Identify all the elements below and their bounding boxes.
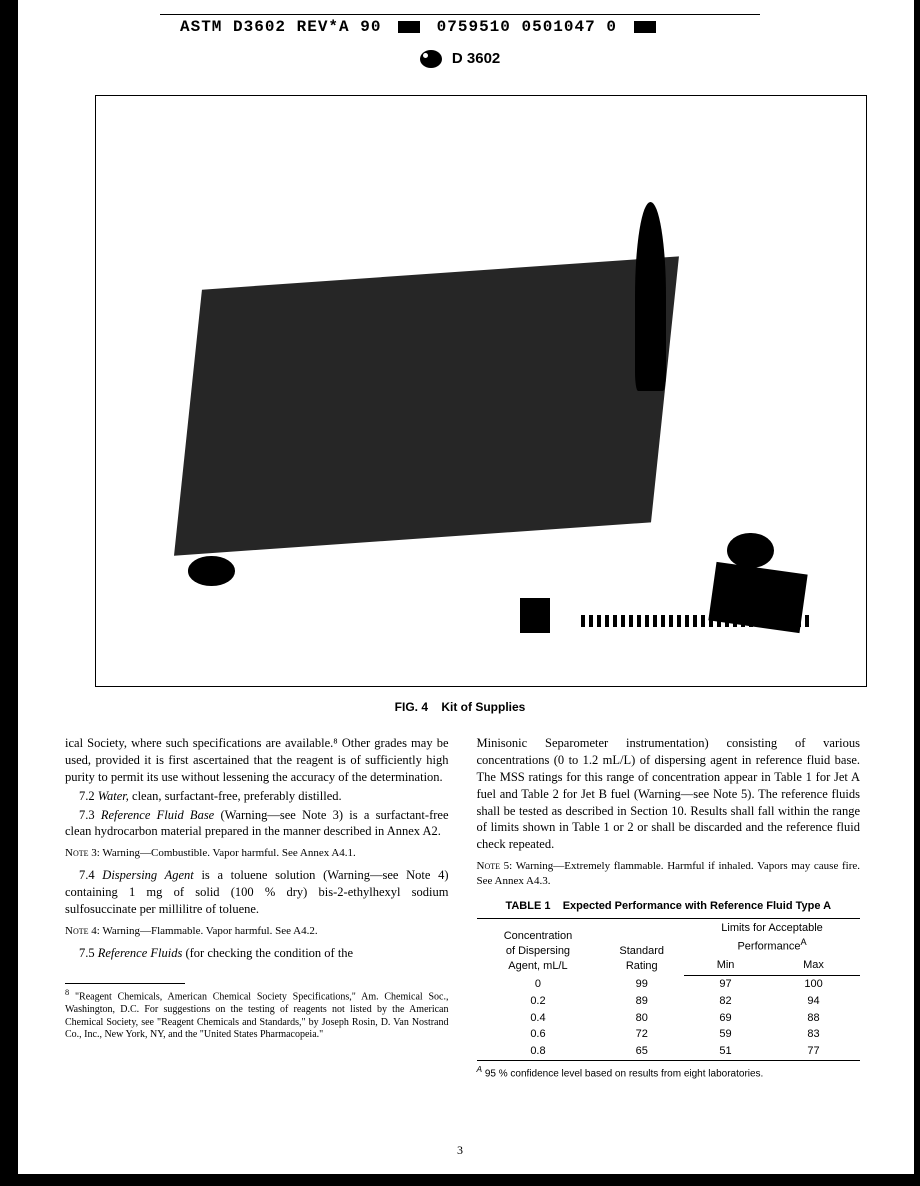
p75-rest: (for checking the condition of the <box>182 946 353 960</box>
para-7-2: 7.2 Water, clean, surfactant-free, prefe… <box>65 788 449 805</box>
p72-rest: clean, surfactant-free, preferably disti… <box>129 789 342 803</box>
th-lim-b: Performance <box>737 940 800 952</box>
note-5-text: Warning—Extremely flammable. Harmful if … <box>477 860 861 887</box>
sec-num: 7.5 <box>79 946 95 960</box>
table-1-body: 0 99 97 100 0.2 89 82 94 0.4 80 69 <box>477 975 861 1060</box>
term-dispersing-agent: Dispersing Agent <box>102 868 193 882</box>
page-number: 3 <box>0 1143 920 1158</box>
th-standard-rating: Standard Rating <box>599 918 684 975</box>
sec-num: 7.4 <box>79 868 95 882</box>
th-conc-a: Concentration <box>504 930 573 942</box>
cell-std: 89 <box>599 993 684 1010</box>
term-water: Water, <box>98 789 129 803</box>
note-4-text: Warning—Flammable. Vapor harmful. See A4… <box>102 925 317 937</box>
cell-min: 82 <box>684 993 767 1010</box>
table-row: 0 99 97 100 <box>477 975 861 992</box>
th-max: Max <box>767 956 860 975</box>
sec-num: 7.2 <box>79 789 95 803</box>
cell-conc: 0.4 <box>477 1010 600 1027</box>
table-row: 0.8 65 51 77 <box>477 1043 861 1060</box>
figure-4-image-placeholder <box>96 96 866 686</box>
note-5-label: Note 5: <box>477 860 513 872</box>
note-5: Note 5: Warning—Extremely flammable. Har… <box>477 859 861 889</box>
para-7-5-continuation: Minisonic Separometer instrumentation) c… <box>477 735 861 853</box>
th-conc-c: Agent, mL/L <box>508 960 567 972</box>
cell-min: 51 <box>684 1043 767 1060</box>
th-lim-a: Limits for Acceptable <box>721 922 823 934</box>
cell-conc: 0.6 <box>477 1026 600 1043</box>
header-code-line: ASTM D3602 REV*A 90 0759510 0501047 0 <box>180 18 740 36</box>
note-3-label: Note 3: <box>65 847 100 859</box>
note-4: Note 4: Warning—Flammable. Vapor harmful… <box>65 924 449 939</box>
table-row: 0.4 80 69 88 <box>477 1010 861 1027</box>
document-designation: D 3602 <box>0 50 920 68</box>
cell-conc: 0 <box>477 975 600 992</box>
cell-max: 88 <box>767 1010 860 1027</box>
th-limits: Limits for Acceptable PerformanceA <box>684 918 860 956</box>
table-label: TABLE 1 <box>505 900 550 912</box>
table-1: Concentration of Dispersing Agent, mL/L … <box>477 918 861 1061</box>
sec-num: 7.3 <box>79 808 95 822</box>
th-concentration: Concentration of Dispersing Agent, mL/L <box>477 918 600 975</box>
header-rule <box>160 14 760 15</box>
header-barcode-1: 0759510 <box>437 18 511 36</box>
table-1-footnote: A 95 % confidence level based on results… <box>477 1064 861 1081</box>
cell-max: 83 <box>767 1026 860 1043</box>
left-column: ical Society, where such specifications … <box>65 735 449 1091</box>
cell-conc: 0.2 <box>477 993 600 1010</box>
table-fn-text: 95 % confidence level based on results f… <box>482 1068 763 1079</box>
cell-std: 99 <box>599 975 684 992</box>
body-columns: ical Society, where such specifications … <box>65 735 860 1091</box>
cell-max: 94 <box>767 993 860 1010</box>
header-barcode-2: 0501047 <box>521 18 595 36</box>
table-row: 0.2 89 82 94 <box>477 993 861 1010</box>
scan-edge-right <box>914 0 920 1186</box>
cell-std: 72 <box>599 1026 684 1043</box>
footnote-rule <box>65 983 185 984</box>
cell-max: 100 <box>767 975 860 992</box>
para-7-4: 7.4 Dispersing Agent is a toluene soluti… <box>65 867 449 918</box>
header-block-icon <box>398 21 420 33</box>
footnote-8: 8 "Reagent Chemicals, American Chemical … <box>65 988 449 1041</box>
th-conc-b: of Dispersing <box>506 945 570 957</box>
scan-edge-left <box>0 0 18 1186</box>
cell-min: 59 <box>684 1026 767 1043</box>
cell-max: 77 <box>767 1043 860 1060</box>
note-3-text: Warning—Combustible. Vapor harmful. See … <box>102 847 355 859</box>
footnote-8-text: "Reagent Chemicals, American Chemical So… <box>65 992 449 1041</box>
th-min: Min <box>684 956 767 975</box>
table-row: 0.6 72 59 83 <box>477 1026 861 1043</box>
th-lim-sup: A <box>800 937 806 947</box>
figure-label: FIG. 4 <box>395 700 428 714</box>
th-std-a: Standard <box>619 945 664 957</box>
scan-edge-bottom <box>0 1174 920 1186</box>
table-title-text: Expected Performance with Reference Flui… <box>563 900 831 912</box>
cell-min: 69 <box>684 1010 767 1027</box>
figure-4-caption: FIG. 4 Kit of Supplies <box>0 700 920 714</box>
right-column: Minisonic Separometer instrumentation) c… <box>477 735 861 1091</box>
header-tail: 0 <box>606 18 617 36</box>
para-7-3: 7.3 Reference Fluid Base (Warning—see No… <box>65 807 449 841</box>
header-block-icon-2 <box>634 21 656 33</box>
cell-min: 97 <box>684 975 767 992</box>
doc-number: D 3602 <box>452 50 500 67</box>
term-ref-fluid-base: Reference Fluid Base <box>101 808 214 822</box>
astm-logo-icon <box>420 50 442 68</box>
note-3: Note 3: Warning—Combustible. Vapor harmf… <box>65 846 449 861</box>
page: ASTM D3602 REV*A 90 0759510 0501047 0 D … <box>0 0 920 1186</box>
cell-std: 65 <box>599 1043 684 1060</box>
header-code: ASTM D3602 REV*A 90 <box>180 18 381 36</box>
para-7-5: 7.5 Reference Fluids (for checking the c… <box>65 945 449 962</box>
note-4-label: Note 4: <box>65 925 100 937</box>
figure-caption-text: Kit of Supplies <box>441 700 525 714</box>
cell-std: 80 <box>599 1010 684 1027</box>
th-std-b: Rating <box>626 960 658 972</box>
term-reference-fluids: Reference Fluids <box>98 946 183 960</box>
figure-4-frame <box>95 95 867 687</box>
cell-conc: 0.8 <box>477 1043 600 1060</box>
para-7-continuation: ical Society, where such specifications … <box>65 735 449 786</box>
table-1-title: TABLE 1 Expected Performance with Refere… <box>477 899 861 914</box>
